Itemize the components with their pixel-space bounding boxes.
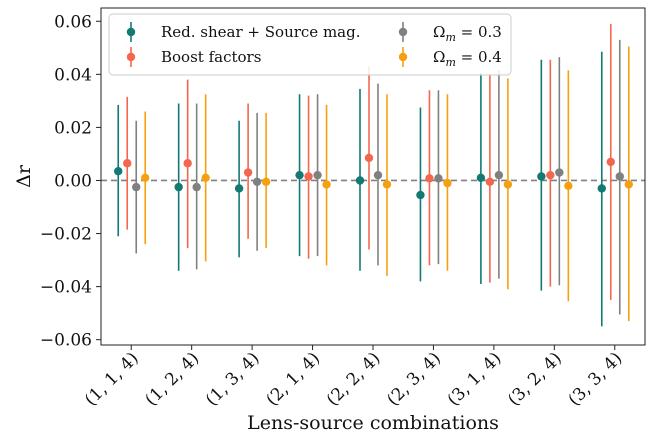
data-point <box>174 182 183 192</box>
data-point <box>243 168 253 177</box>
data-point <box>624 180 633 189</box>
x-tick-label: (3, 2, 4) <box>504 348 566 410</box>
y-tick-label: −0.04 <box>40 278 92 298</box>
data-point <box>476 173 486 183</box>
data-point <box>234 184 244 193</box>
legend-label: Red. shear + Source mag. <box>161 23 360 41</box>
y-tick-label: 0.00 <box>54 171 92 191</box>
x-tick-label: (3, 1, 4) <box>444 348 506 410</box>
legend: Red. shear + Source mag. Boost factors Ωm … <box>108 13 512 76</box>
y-axis-label: Δr <box>13 164 35 188</box>
data-point <box>564 181 573 190</box>
x-tick-label: (1, 3, 4) <box>202 348 264 410</box>
legend-marker <box>398 52 408 62</box>
legend-box <box>108 13 512 76</box>
x-tick-label: (1, 2, 4) <box>141 348 203 410</box>
y-tick-label: 0.06 <box>54 12 92 32</box>
data-point <box>494 170 504 180</box>
x-axis-label: Lens-source combinations <box>247 412 499 434</box>
data-point <box>141 173 150 183</box>
data-point <box>485 177 495 187</box>
data-point <box>252 177 262 187</box>
data-point <box>434 174 443 183</box>
data-point <box>355 176 365 185</box>
data-point <box>183 159 192 168</box>
x-tick-label: (2, 1, 4) <box>262 348 324 410</box>
legend-marker <box>126 27 136 37</box>
data-layer <box>114 23 633 327</box>
data-point <box>322 180 331 189</box>
x-tick-label: (3, 3, 4) <box>565 348 627 410</box>
data-point <box>606 157 615 167</box>
data-point <box>555 168 564 177</box>
data-point <box>546 170 555 180</box>
data-point <box>425 174 434 183</box>
data-point <box>615 172 624 181</box>
data-point <box>201 173 210 183</box>
y-tick-label: 0.04 <box>54 65 92 85</box>
y-tick-label: −0.06 <box>40 331 92 351</box>
y-tick-label: 0.02 <box>54 118 92 138</box>
legend-label: Ωm = 0.4 <box>433 48 502 69</box>
x-tick-label: (2, 3, 4) <box>383 348 445 410</box>
data-point <box>304 172 313 181</box>
y-tick-label: −0.02 <box>40 225 92 245</box>
legend-marker <box>398 27 408 37</box>
x-tick-label: (1, 1, 4) <box>81 348 143 410</box>
data-point <box>373 170 383 180</box>
data-point <box>295 170 304 180</box>
data-point <box>443 178 452 188</box>
data-point <box>192 182 201 192</box>
data-point <box>416 190 425 200</box>
data-point <box>382 180 392 189</box>
data-point <box>114 166 123 176</box>
data-point <box>132 182 141 192</box>
legend-marker <box>126 52 136 62</box>
data-point <box>537 172 546 181</box>
data-point <box>597 184 606 193</box>
legend-label: Boost factors <box>161 48 261 66</box>
data-point <box>123 159 132 168</box>
data-point <box>313 170 322 180</box>
legend-label: Ωm = 0.3 <box>433 23 502 44</box>
data-point <box>503 180 513 189</box>
data-point <box>364 153 374 163</box>
x-tick-label: (2, 2, 4) <box>323 348 385 410</box>
data-point <box>261 177 271 187</box>
